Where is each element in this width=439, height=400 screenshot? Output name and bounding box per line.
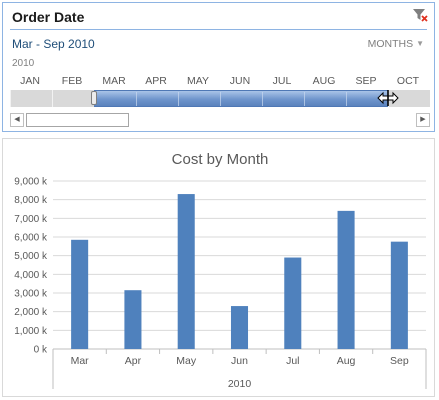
month-label-apr: APR: [145, 75, 167, 87]
year-label: 2010: [12, 58, 35, 69]
bar-jun: [230, 306, 249, 349]
month-label-mar: MAR: [102, 75, 126, 87]
month-labels: JAN FEB MAR APR MAY JUN JUL AUG SEP OCT: [9, 75, 429, 89]
month-label-feb: FEB: [61, 75, 83, 87]
period-separator: [178, 92, 179, 106]
y-tick-label: 8,000 k: [14, 195, 48, 206]
scroll-left-button[interactable]: ◀: [10, 113, 24, 127]
y-tick-label: 4,000 k: [14, 270, 48, 281]
x-group-label: 2010: [228, 378, 252, 390]
chart-canvas: Cost by Month 0 k 1,000 k 2,000 k 3,000 k 4,…: [14, 151, 427, 390]
y-tick-label: 9,000 k: [14, 177, 48, 188]
chart-title: Cost by Month: [172, 151, 269, 168]
period-separator: [346, 92, 347, 106]
month-label-oct: OCT: [396, 75, 420, 87]
scroll-thumb[interactable]: [26, 113, 129, 127]
y-tick-label: 2,000 k: [14, 307, 48, 318]
resize-cursor-icon[interactable]: [376, 89, 400, 107]
bar-aug: [337, 210, 355, 349]
x-tick-label: Aug: [337, 355, 356, 367]
x-tick-label: Apr: [125, 355, 142, 367]
month-cell-jan[interactable]: [10, 90, 52, 107]
month-label-jul: JUL: [272, 75, 292, 87]
order-date-timeline[interactable]: Order Date Mar - Sep 2010 MONTHS ▼ 2010 J…: [2, 2, 435, 132]
x-tick-label: Sep: [390, 355, 409, 367]
bar-jul: [284, 257, 302, 349]
y-tick-label: 0 k: [34, 345, 48, 356]
bar-may: [177, 194, 195, 349]
x-tick-label: Jun: [231, 355, 248, 367]
chevron-down-icon: ▼: [416, 39, 424, 48]
y-tick-label: 7,000 k: [14, 214, 48, 225]
time-level-dropdown[interactable]: MONTHS ▼: [368, 38, 424, 50]
month-label-jan: JAN: [20, 75, 40, 87]
clear-filter-icon[interactable]: [412, 7, 428, 23]
y-tick-label: 6,000 k: [14, 233, 48, 244]
time-level-label: MONTHS: [367, 38, 414, 50]
month-label-sep: SEP: [355, 75, 377, 87]
title-divider: [10, 29, 427, 30]
month-label-jun: JUN: [229, 75, 251, 87]
timeline-title: Order Date: [12, 9, 85, 25]
period-separator: [262, 92, 263, 106]
month-label-aug: AUG: [312, 75, 336, 87]
timeline-track[interactable]: [10, 90, 430, 107]
timeline-scrollbar[interactable]: ◀ ▶: [10, 113, 430, 127]
bar-apr: [124, 290, 142, 349]
bar-mar: [71, 239, 89, 349]
cost-by-month-chart: Cost by Month 0 k 1,000 k 2,000 k 3,000 k 4,…: [2, 138, 435, 397]
period-separator: [304, 92, 305, 106]
x-tick-label: Mar: [71, 355, 90, 367]
scroll-right-button[interactable]: ▶: [416, 113, 430, 127]
x-tick-label: May: [176, 355, 197, 367]
selected-range-label: Mar - Sep 2010: [12, 37, 95, 51]
selection-start-handle[interactable]: [91, 91, 97, 105]
y-tick-label: 1,000 k: [14, 326, 48, 337]
y-tick-label: 5,000 k: [14, 251, 48, 262]
period-separator: [136, 92, 137, 106]
period-separator: [220, 92, 221, 106]
month-cell-feb[interactable]: [52, 90, 94, 107]
bar-sep: [390, 241, 408, 349]
x-tick-label: Jul: [286, 355, 299, 367]
y-tick-label: 3,000 k: [14, 289, 48, 300]
selected-period-bar[interactable]: [94, 90, 388, 107]
month-label-may: MAY: [187, 75, 209, 87]
